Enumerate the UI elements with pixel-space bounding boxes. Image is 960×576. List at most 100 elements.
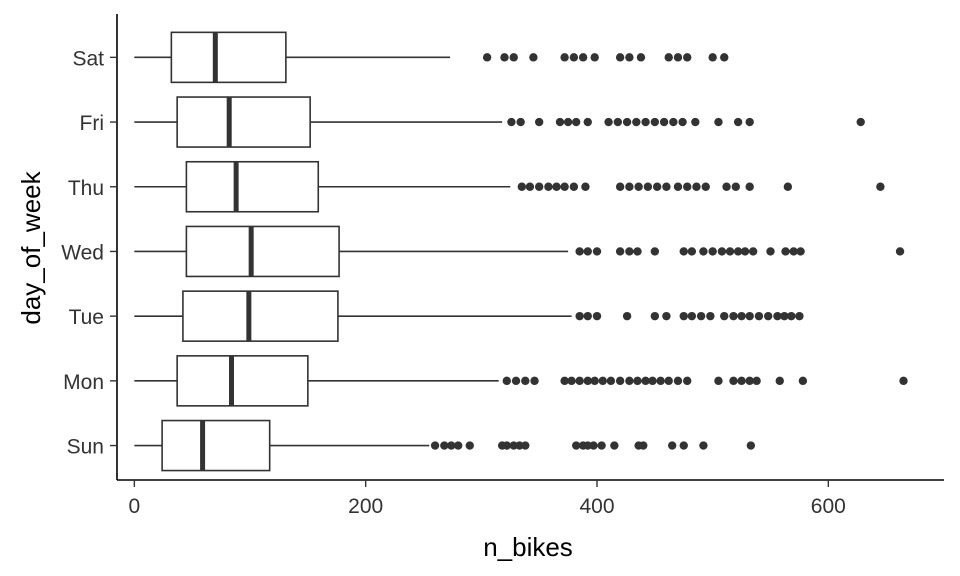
outlier-point [583, 376, 592, 386]
outlier-point [733, 117, 743, 127]
iqr-box [170, 31, 287, 84]
box-sat [134, 31, 729, 84]
outlier-point [650, 311, 660, 321]
outlier-point [544, 182, 553, 191]
outlier-point [745, 182, 754, 191]
outlier-point [534, 182, 544, 191]
outlier-point [740, 247, 750, 256]
outlier-point [613, 117, 623, 127]
outlier-point [592, 247, 602, 256]
outlier-point [606, 376, 616, 386]
outlier-point [720, 53, 729, 62]
outlier-point [745, 117, 754, 127]
outlier-point [683, 376, 692, 386]
outlier-point [673, 376, 683, 386]
outlier-point [687, 247, 697, 256]
outlier-point [763, 311, 773, 321]
outlier-point [714, 376, 723, 386]
outlier-point [696, 311, 706, 321]
outlier-point [525, 182, 535, 191]
outlier-point [692, 182, 701, 191]
outlier-point [511, 376, 521, 386]
outlier-point [589, 441, 598, 450]
iqr-box [185, 225, 340, 278]
outlier-point [717, 247, 727, 256]
x-tick-label: 200 [348, 495, 383, 518]
outlier-point [745, 311, 754, 321]
outlier-point [876, 182, 885, 191]
outlier-point [597, 441, 606, 450]
outlier-point [789, 247, 798, 256]
outlier-point [667, 441, 677, 450]
outlier-point [787, 311, 796, 321]
outlier-point [795, 311, 804, 321]
y-tick-label: Mon [63, 371, 104, 394]
outlier-point [798, 376, 808, 386]
outlier-point [714, 117, 723, 127]
outlier-point [895, 247, 905, 256]
outlier-point [634, 182, 643, 191]
iqr-box [161, 419, 271, 472]
outlier-point [725, 247, 735, 256]
outlier-point [581, 182, 590, 191]
outlier-point [856, 117, 865, 127]
iqr-box [185, 160, 320, 213]
box-tue [134, 290, 804, 342]
outlier-point [507, 117, 516, 127]
outlier-point [899, 376, 908, 386]
outlier-point [590, 53, 599, 62]
box-thu [134, 160, 885, 213]
outlier-point [482, 53, 492, 62]
outlier-point [720, 311, 729, 321]
outlier-point [650, 117, 660, 127]
y-tick-label: Fri [80, 112, 105, 135]
y-axis-title: day_of_week [16, 170, 46, 324]
outlier-point [625, 376, 634, 386]
outlier-point [560, 376, 569, 386]
outlier-point [583, 247, 592, 256]
y-tick-label: Sat [72, 47, 104, 70]
x-tick-label: 600 [811, 495, 846, 518]
outlier-point [748, 247, 758, 256]
outlier-point [575, 247, 584, 256]
outlier-point [729, 376, 738, 386]
outlier-point [636, 53, 646, 62]
outlier-point [509, 441, 518, 450]
outlier-point [529, 53, 538, 62]
outlier-point [633, 247, 642, 256]
outlier-point [737, 311, 746, 321]
outlier-point [598, 376, 607, 386]
box-wed [134, 225, 905, 278]
outlier-point [708, 53, 717, 62]
outlier-point [652, 182, 662, 191]
outlier-point [560, 53, 569, 62]
outlier-point [722, 182, 731, 191]
outlier-point [534, 117, 544, 127]
outlier-point [610, 441, 619, 450]
outlier-point [780, 311, 789, 321]
box-sun [134, 419, 756, 472]
outlier-point [662, 311, 671, 321]
outlier-point [509, 53, 518, 62]
iqr-box [176, 355, 309, 407]
outlier-point [745, 376, 754, 386]
outlier-point [516, 117, 525, 127]
outlier-point [664, 376, 673, 386]
outlier-point [625, 182, 634, 191]
outlier-point [708, 247, 717, 256]
y-tick-label: Tue [69, 306, 104, 329]
outlier-point [521, 441, 530, 450]
outlier-point [683, 53, 692, 62]
outlier-point [622, 311, 632, 321]
outlier-point [699, 441, 708, 450]
outlier-point [530, 376, 539, 386]
outlier-point [604, 117, 613, 127]
outlier-point [447, 441, 456, 450]
outlier-point [502, 376, 511, 386]
outlier-point [615, 182, 625, 191]
outlier-point [687, 311, 697, 321]
outlier-point [662, 182, 671, 191]
outlier-point [622, 117, 632, 127]
x-axis-title: n_bikes [483, 532, 573, 562]
